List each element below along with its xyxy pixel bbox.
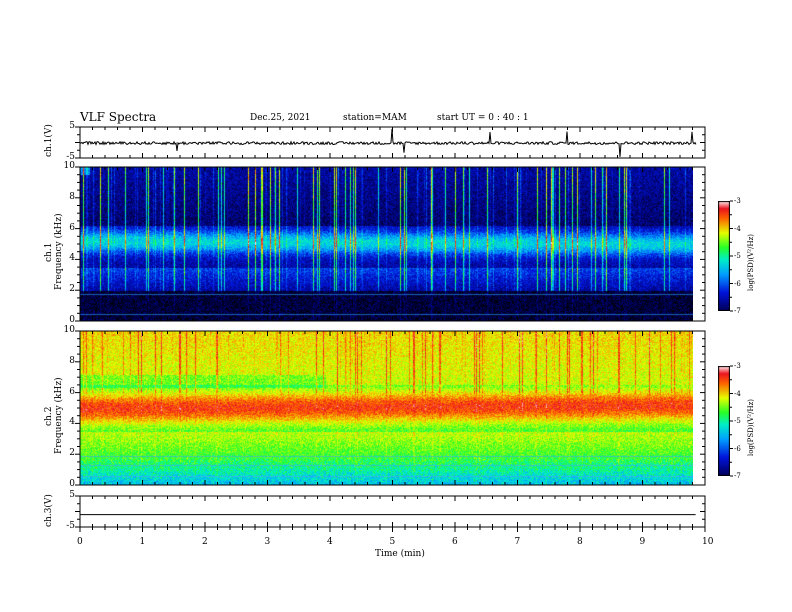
ch1-spectrogram-image — [80, 167, 693, 321]
ch2-colorbar — [718, 366, 730, 476]
cbar-tick-label-2-2: -5 — [734, 417, 741, 425]
x-tick-label-7: 7 — [514, 537, 521, 547]
y-tick-label-2-5: 10 — [63, 325, 75, 335]
cbar-tick-label-1-3: -6 — [734, 279, 741, 288]
y-tick-label-1-0: 0 — [69, 315, 75, 325]
station-label: station=MAM — [343, 113, 407, 123]
cbar-tick-label-2-3: -6 — [734, 444, 741, 453]
y-tick-label-2-4: 8 — [69, 355, 75, 366]
y-tick-label-0-1: -5 — [66, 152, 75, 162]
y-tick-label-2-3: 6 — [69, 386, 75, 397]
y-tick-label-1-2: 4 — [69, 253, 75, 264]
ch3-waveform-ylabel: ch.3(V) — [44, 494, 54, 527]
cbar-tick-label-1-2: -5 — [734, 252, 741, 260]
y-tick-label-0-0: 5 — [69, 121, 75, 131]
ch1-colorbar — [718, 201, 730, 311]
y-tick-label-1-5: 10 — [63, 161, 75, 171]
cbar-tick-label-2-4: -7 — [734, 472, 741, 480]
y-tick-label-1-1: 2 — [69, 284, 75, 295]
y-tick-label-2-1: 2 — [69, 448, 75, 459]
y-tick-label-3-0: 5 — [69, 490, 75, 500]
cbar-tick-label-1-4: -7 — [734, 307, 741, 315]
x-axis-label: Time (min) — [375, 549, 425, 559]
x-tick-label-8: 8 — [577, 537, 583, 547]
panel-frame-1 — [79, 166, 706, 322]
ch1-waveform-ylabel: ch.1(V) — [44, 124, 54, 157]
cbar-tick-label-2-0: -3 — [734, 362, 741, 370]
y-tick-label-1-4: 8 — [69, 191, 75, 202]
chart-title: VLF Spectra — [80, 110, 157, 124]
y-tick-label-3-1: -5 — [66, 521, 75, 531]
ch2-spec-ylabel-2: Frequency (kHz) — [54, 377, 64, 454]
panel-frame-2 — [79, 330, 706, 486]
x-tick-label-1: 1 — [139, 537, 146, 547]
start-time-label: start UT = 0 : 40 : 1 — [437, 113, 529, 123]
x-tick-label-6: 6 — [452, 537, 458, 547]
ch2-spec-ylabel-1: ch.2 — [44, 406, 54, 426]
y-tick-label-2-2: 4 — [69, 417, 75, 428]
cbar-tick-label-1-0: -3 — [734, 197, 741, 205]
ch1-waveform-line — [79, 128, 697, 157]
y-tick-label-2-0: 0 — [69, 479, 75, 489]
ch2-colorbar-label: log(PSD)(V²/Hz) — [747, 399, 755, 456]
ch1-spec-ylabel-2: Frequency (kHz) — [54, 213, 64, 290]
ch1-spec-ylabel-1: ch.1 — [44, 242, 54, 262]
x-tick-label-5: 5 — [389, 537, 396, 547]
cbar-tick-label-2-1: -4 — [734, 389, 741, 398]
x-tick-label-9: 9 — [639, 537, 646, 547]
date-label: Dec.25, 2021 — [250, 113, 311, 123]
y-tick-label-1-3: 6 — [69, 222, 75, 233]
x-tick-label-10: 10 — [702, 537, 714, 547]
x-tick-label-2: 2 — [202, 537, 208, 547]
x-tick-label-4: 4 — [327, 537, 333, 547]
x-tick-label-3: 3 — [264, 537, 271, 547]
ch2-spectrogram-image — [80, 331, 693, 485]
x-tick-label-0: 0 — [77, 537, 83, 547]
cbar-tick-label-1-1: -4 — [734, 224, 741, 233]
ch1-colorbar-label: log(PSD)(V²/Hz) — [747, 234, 755, 291]
